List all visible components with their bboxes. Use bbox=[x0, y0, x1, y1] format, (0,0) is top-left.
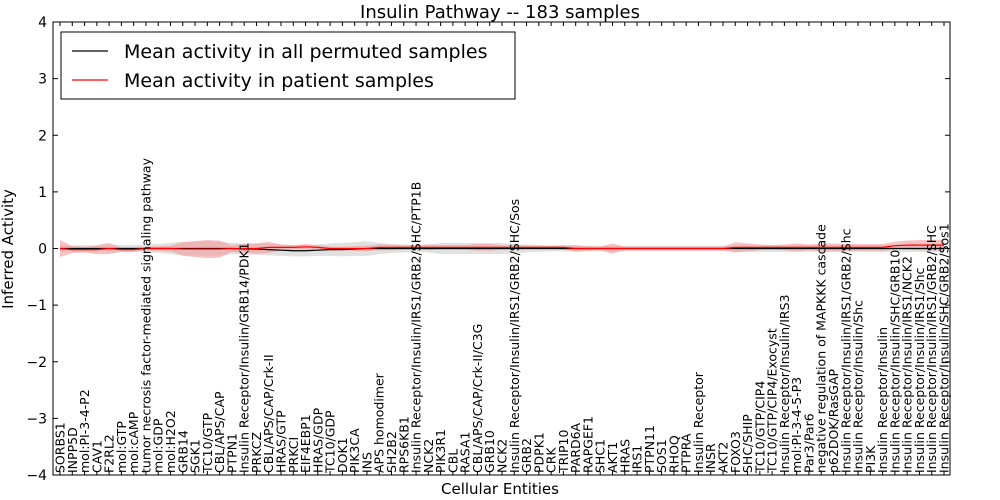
x-category-label: SOS1 bbox=[654, 439, 669, 473]
x-category-label: PRKCZ bbox=[249, 432, 264, 473]
y-tick-label: 2 bbox=[38, 128, 47, 144]
x-category-label: Par3/Par6 bbox=[801, 413, 816, 473]
legend-label-permuted: Mean activity in all permuted samples bbox=[124, 41, 487, 63]
x-category-label: GRB14 bbox=[175, 430, 190, 473]
line-series-1 bbox=[59, 244, 944, 251]
x-category-label: CAV1 bbox=[89, 440, 104, 473]
x-category-label: PDPK1 bbox=[531, 432, 546, 473]
chart-title: Insulin Pathway -- 183 samples bbox=[360, 2, 640, 23]
x-category-label: SH2B2 bbox=[384, 431, 399, 473]
x-category-label: p62DOK/RasGAP bbox=[826, 368, 841, 473]
x-category-label: IRS1 bbox=[630, 445, 645, 473]
x-category-label: NCK2 bbox=[495, 439, 510, 473]
x-category-label: mol:GDP bbox=[151, 418, 166, 473]
x-category-label: Insulin Receptor/Insulin/IRS1/GRB2/Shc bbox=[838, 228, 853, 473]
x-category-label: Insulin Receptor/Insulin bbox=[875, 327, 890, 473]
y-tick-label: −2 bbox=[26, 355, 47, 371]
y-tick-label: 3 bbox=[38, 72, 47, 88]
x-category-label: TC10/GTP bbox=[200, 412, 215, 474]
x-category-label: RHOQ bbox=[666, 435, 681, 473]
x-category-label: Insulin Receptor/Insulin/IRS1/GRB2/SHC bbox=[924, 225, 939, 473]
x-category-label: PIK3R1 bbox=[433, 429, 448, 473]
y-tick-label: −4 bbox=[26, 468, 47, 484]
x-category-label: GRB10 bbox=[482, 430, 497, 473]
x-category-label: SORBS1 bbox=[53, 422, 68, 473]
x-category-label: HRAS bbox=[617, 439, 632, 473]
x-category-label: PI3K bbox=[863, 445, 878, 473]
x-category-label: INS bbox=[359, 452, 374, 473]
x-category-label: TC10/GTP/CIP4/Exocyst bbox=[765, 328, 780, 474]
x-category-label: Insulin Receptor/Insulin/IRS1/GRB2/SHC/P… bbox=[409, 182, 424, 473]
x-category-label: Insulin Receptor/Insulin/IRS1/Shc bbox=[912, 267, 927, 473]
x-category-label: PTPN11 bbox=[642, 425, 657, 473]
x-category-label: SGK1 bbox=[188, 439, 203, 473]
x-category-label: RAPGEF1 bbox=[580, 416, 595, 473]
y-tick-label: −3 bbox=[26, 411, 47, 427]
x-category-label: HRAS/GDP bbox=[310, 407, 325, 473]
x-category-label: TC10/GTP/CIP4 bbox=[752, 381, 767, 474]
x-category-label: HRAS/GTP bbox=[274, 410, 289, 473]
x-category-label: GRB2 bbox=[519, 438, 534, 473]
x-category-label: RPS6KB1 bbox=[396, 416, 411, 473]
x-category-labels: SORBS1INPP5Dmol:PI-3-4-P2CAV1F2RL2mol:GT… bbox=[53, 157, 952, 474]
legend-box bbox=[60, 31, 516, 100]
x-category-label: INSR bbox=[703, 443, 718, 473]
x-category-label: mol:PI-3-4-P2 bbox=[77, 389, 92, 473]
x-axis-title: Cellular Entities bbox=[441, 480, 559, 498]
line-layer bbox=[59, 244, 944, 252]
x-category-label: PTPRA bbox=[679, 433, 694, 473]
x-category-label: mol:PI-3-4-5-P3 bbox=[789, 377, 804, 473]
y-tick-label: 1 bbox=[38, 185, 47, 201]
x-category-label: tumor necrosis factor-mediated signaling… bbox=[138, 157, 153, 473]
x-category-label: CRK bbox=[544, 447, 559, 473]
x-category-label: EIF4EBP1 bbox=[298, 414, 313, 473]
x-category-label: FOXO3 bbox=[728, 431, 743, 473]
x-category-label: CBL/APS/CAP bbox=[212, 391, 227, 473]
x-category-label: Insulin Receptor/Insulin/SHC/GRB2/Sos1 bbox=[937, 223, 952, 473]
x-category-label: PRKCI bbox=[286, 437, 301, 473]
legend: Mean activity in all permuted samples Me… bbox=[60, 31, 516, 100]
x-category-label: PARD6A bbox=[568, 422, 583, 473]
x-category-label: CBL bbox=[445, 449, 460, 473]
x-category-label: DOK1 bbox=[335, 437, 350, 473]
x-category-label: PTPN1 bbox=[224, 433, 239, 473]
y-tick-label: 0 bbox=[38, 242, 47, 258]
x-category-label: RASA1 bbox=[458, 432, 473, 473]
x-category-label: Insulin Receptor/Insulin/GRB14/PDK1 bbox=[237, 242, 252, 473]
x-category-label: Insulin Receptor/Insulin/IRS3 bbox=[777, 295, 792, 473]
x-category-label: mol:GTP bbox=[114, 421, 129, 473]
x-category-label: F2RL2 bbox=[102, 434, 117, 473]
x-category-label: Insulin Receptor bbox=[691, 371, 706, 473]
x-category-label: mol:cAMP bbox=[126, 411, 141, 473]
x-category-label: CBL/APS/CAP/Crk-II bbox=[261, 354, 276, 473]
x-category-label: Insulin Receptor/Insulin/Shc bbox=[851, 300, 866, 473]
x-category-label: CBL/APS/CAP/Crk-II/C3G bbox=[470, 324, 485, 473]
x-category-label: mol:H2O2 bbox=[163, 410, 178, 473]
x-category-label: INPP5D bbox=[65, 427, 80, 473]
x-axis bbox=[59, 22, 945, 475]
x-category-label: TC10/GDP bbox=[323, 410, 338, 474]
x-category-label: TRIP10 bbox=[556, 430, 571, 474]
y-tick-label: 4 bbox=[38, 15, 47, 31]
y-axis-title: Inferred Activity bbox=[0, 189, 17, 309]
x-category-label: SHC/SHIP bbox=[740, 414, 755, 473]
x-category-label: AKT2 bbox=[716, 442, 731, 473]
x-category-label: NCK2 bbox=[421, 439, 436, 473]
y-tick-label: −1 bbox=[26, 298, 47, 314]
x-category-label: Insulin Receptor/Insulin/IRS1/GRB2/SHC/S… bbox=[507, 199, 522, 473]
x-category-label: negative regulation of MAPKKK cascade bbox=[814, 224, 829, 473]
x-category-label: APS homodimer bbox=[372, 372, 387, 473]
x-category-label: PIK3CA bbox=[347, 428, 362, 473]
y-axis: −4 −3 −2 −1 0 1 2 3 4 bbox=[26, 15, 950, 484]
x-category-label: Insulin Receptor/Insulin/SHC/GRB10 bbox=[887, 250, 902, 473]
x-category-label: Insulin Receptor/Insulin/IRS1/NCK2 bbox=[900, 256, 915, 473]
legend-label-patient: Mean activity in patient samples bbox=[124, 70, 434, 92]
x-category-label: AKT1 bbox=[605, 442, 620, 473]
x-category-label: SHC1 bbox=[593, 439, 608, 473]
